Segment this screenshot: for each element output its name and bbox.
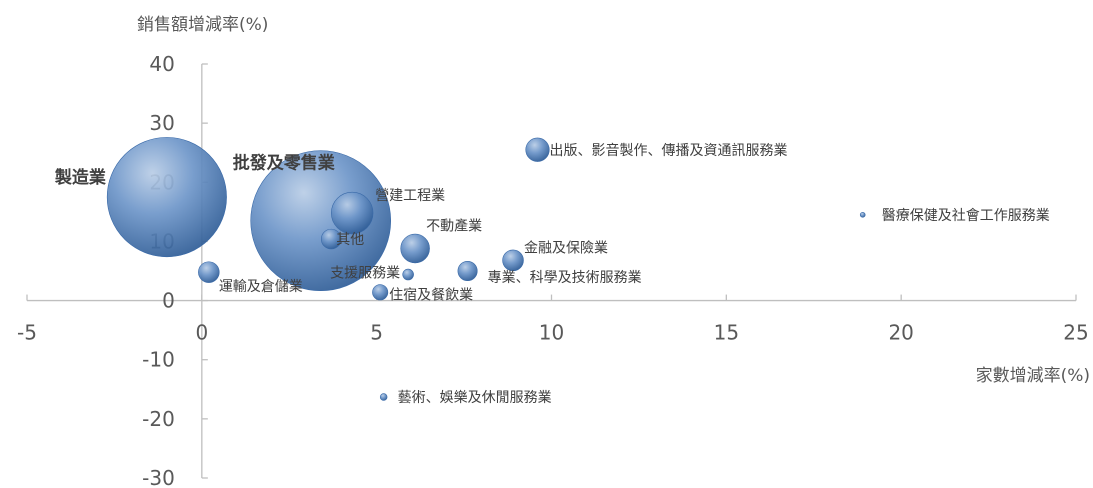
y-tick-label: 30 [149,111,174,135]
x-tick-label: 25 [1063,321,1088,345]
bubble-point [320,228,342,250]
y-tick-label: -20 [142,407,175,431]
bubble-label: 營建工程業 [375,188,445,204]
bubble-label: 製造業 [54,167,106,188]
x-tick-label: -5 [17,321,37,345]
bubble-label: 不動產業 [426,218,482,235]
bubble-label: 藝術、娛樂及休閒服務業 [398,389,552,406]
bubble-label: 金融及保險業 [524,240,608,256]
bubble-label: 支援服務業 [330,266,400,282]
bubble-point [400,233,430,264]
bubble-point [198,261,220,283]
bubble-point [331,191,374,235]
bubble-label: 醫療保健及社會工作服務業 [882,207,1050,224]
bubble-point [106,137,227,258]
bubble-point [859,212,866,218]
y-tick-label: -30 [142,466,175,488]
bubble-label: 其他 [336,232,364,248]
bubble-point [457,261,478,281]
bubble-point [502,249,524,272]
x-axis-title: 家數增減率(%) [976,366,1090,386]
bubble-point [379,393,388,401]
bubble-label: 批發及零售業 [233,153,335,174]
bubble-series [106,137,866,401]
bubble-point [372,284,389,301]
bubble-label: 出版、影音製作、傳播及資通訊服務業 [550,142,788,159]
bubble-label: 運輸及倉儲業 [219,279,303,295]
x-tick-label: 5 [370,321,383,345]
y-tick-label: 40 [149,52,174,76]
y-tick-label: -10 [142,348,175,372]
bubble-point [525,137,550,162]
bubble-point [402,268,414,281]
x-tick-label: 20 [888,321,913,345]
x-tick-label: 10 [539,321,564,345]
bubble-label: 住宿及餐飲業 [389,286,473,303]
x-tick-label: 15 [714,321,739,345]
bubble-label: 專業、科學及技術服務業 [488,270,642,286]
y-tick-label: 0 [162,289,175,313]
y-axis-title: 銷售額增減率(%) [137,15,268,35]
bubble-point [250,150,392,292]
x-tick-label: 0 [195,321,208,345]
